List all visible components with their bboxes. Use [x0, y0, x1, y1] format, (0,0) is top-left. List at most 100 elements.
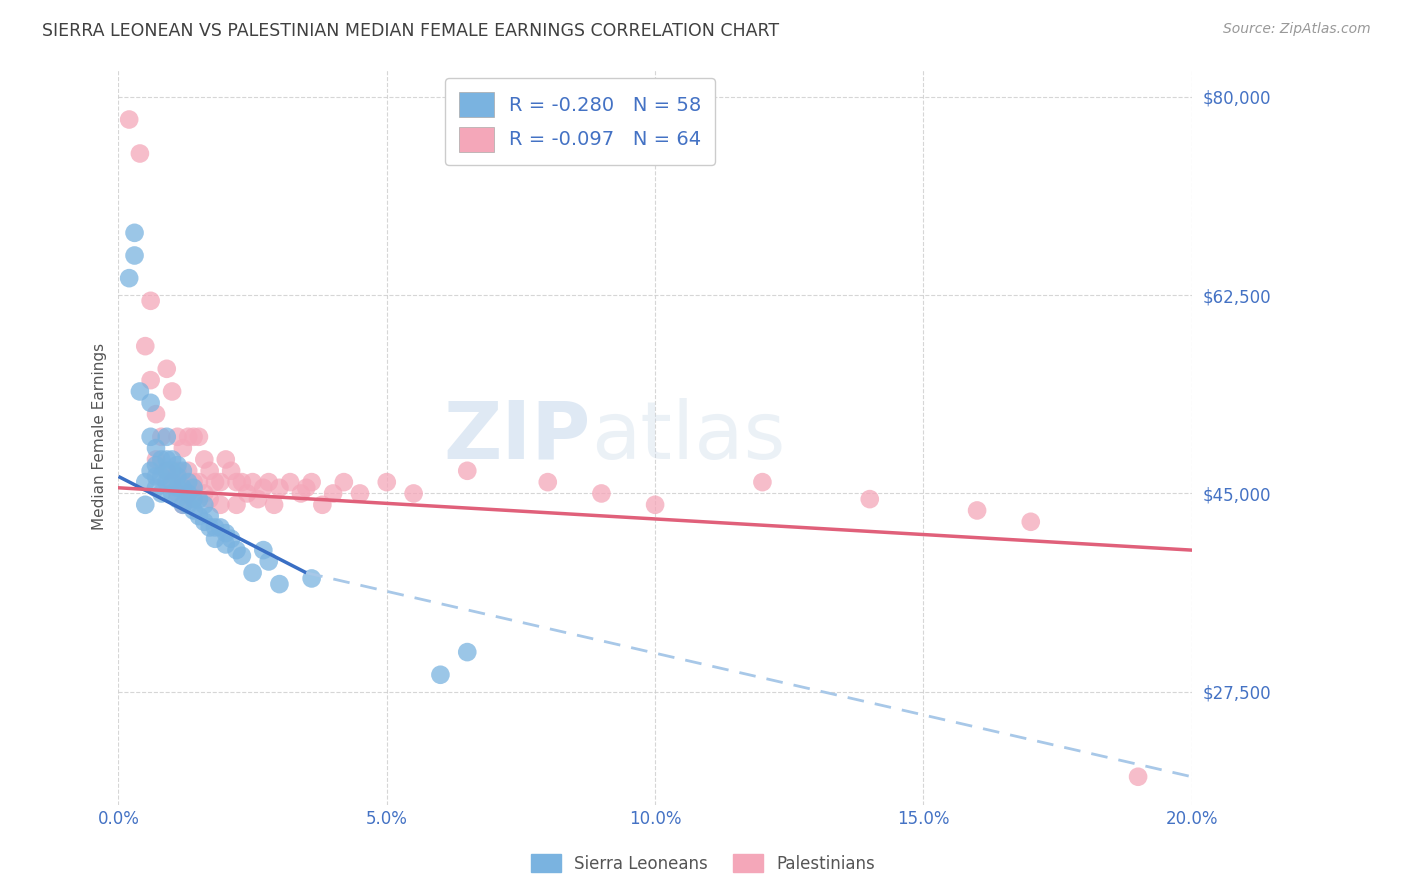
Point: [183, 492, 205, 507]
Point: [225, 543, 247, 558]
Point: [295, 481, 318, 495]
Point: [145, 452, 167, 467]
Point: [156, 452, 179, 467]
Point: [156, 430, 179, 444]
Point: [139, 430, 162, 444]
Point: [160, 475, 183, 490]
Point: [172, 481, 194, 495]
Point: [402, 486, 425, 500]
Point: [225, 475, 247, 490]
Point: [145, 407, 167, 421]
Point: [246, 492, 269, 507]
Point: [187, 509, 209, 524]
Point: [456, 645, 478, 659]
Point: [242, 566, 264, 580]
Point: [187, 430, 209, 444]
Point: [269, 481, 291, 495]
Point: [145, 458, 167, 472]
Point: [134, 339, 156, 353]
Point: [236, 486, 259, 500]
Point: [209, 520, 232, 534]
Point: [160, 452, 183, 467]
Point: [156, 464, 179, 478]
Point: [183, 430, 205, 444]
Point: [177, 486, 200, 500]
Point: [333, 475, 356, 490]
Point: [204, 475, 226, 490]
Legend: R = -0.280   N = 58, R = -0.097   N = 64: R = -0.280 N = 58, R = -0.097 N = 64: [444, 78, 716, 165]
Point: [183, 481, 205, 495]
Point: [429, 667, 451, 681]
Point: [183, 475, 205, 490]
Point: [166, 486, 188, 500]
Point: [183, 503, 205, 517]
Point: [301, 475, 323, 490]
Point: [177, 475, 200, 490]
Point: [166, 458, 188, 472]
Point: [166, 481, 188, 495]
Point: [231, 549, 253, 563]
Point: [160, 384, 183, 399]
Point: [252, 481, 274, 495]
Point: [215, 452, 238, 467]
Point: [219, 464, 242, 478]
Point: [301, 571, 323, 585]
Point: [198, 492, 221, 507]
Point: [349, 486, 371, 500]
Point: [160, 475, 183, 490]
Point: [193, 498, 215, 512]
Point: [198, 520, 221, 534]
Point: [129, 384, 152, 399]
Point: [209, 498, 232, 512]
Point: [751, 475, 773, 490]
Point: [150, 430, 173, 444]
Point: [204, 532, 226, 546]
Point: [187, 492, 209, 507]
Point: [166, 469, 188, 483]
Point: [166, 464, 188, 478]
Point: [150, 469, 173, 483]
Point: [219, 532, 242, 546]
Point: [177, 464, 200, 478]
Point: [139, 464, 162, 478]
Text: Source: ZipAtlas.com: Source: ZipAtlas.com: [1223, 22, 1371, 37]
Point: [139, 373, 162, 387]
Point: [215, 537, 238, 551]
Point: [215, 526, 238, 541]
Point: [134, 498, 156, 512]
Point: [269, 577, 291, 591]
Point: [187, 475, 209, 490]
Point: [204, 520, 226, 534]
Point: [124, 226, 146, 240]
Point: [966, 503, 988, 517]
Point: [145, 481, 167, 495]
Point: [257, 475, 280, 490]
Point: [537, 475, 560, 490]
Point: [177, 498, 200, 512]
Point: [150, 452, 173, 467]
Point: [1019, 515, 1042, 529]
Text: atlas: atlas: [591, 398, 785, 475]
Point: [166, 430, 188, 444]
Point: [156, 361, 179, 376]
Point: [183, 492, 205, 507]
Legend: Sierra Leoneans, Palestinians: Sierra Leoneans, Palestinians: [524, 847, 882, 880]
Point: [198, 509, 221, 524]
Point: [225, 498, 247, 512]
Point: [177, 486, 200, 500]
Point: [242, 475, 264, 490]
Point: [156, 464, 179, 478]
Point: [311, 498, 333, 512]
Point: [150, 486, 173, 500]
Point: [172, 498, 194, 512]
Point: [257, 554, 280, 568]
Point: [198, 464, 221, 478]
Point: [278, 475, 301, 490]
Point: [193, 452, 215, 467]
Point: [124, 248, 146, 262]
Point: [172, 475, 194, 490]
Point: [591, 486, 613, 500]
Point: [166, 492, 188, 507]
Point: [156, 475, 179, 490]
Point: [145, 469, 167, 483]
